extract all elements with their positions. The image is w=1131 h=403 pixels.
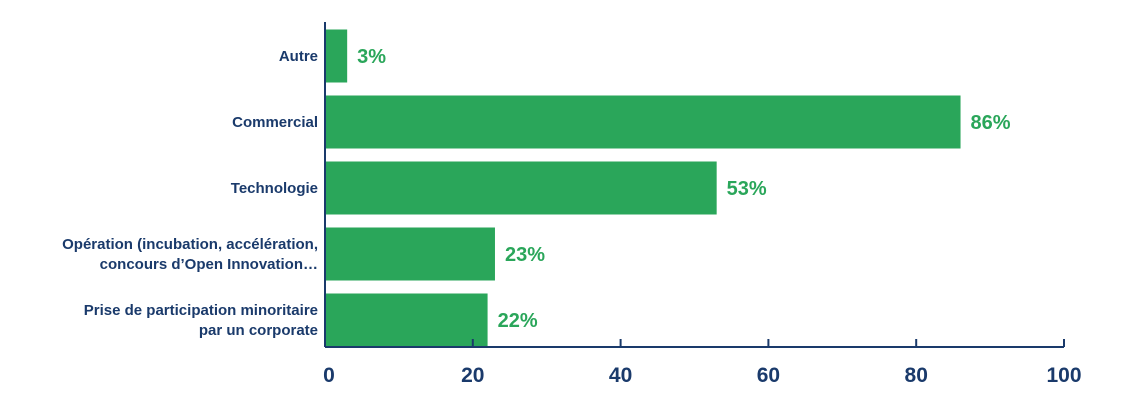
category-label-line: Commercial xyxy=(232,114,318,131)
value-label: 23% xyxy=(505,244,545,266)
axis-layer xyxy=(324,22,1065,348)
x-tick-label: 60 xyxy=(757,364,780,387)
value-label: 22% xyxy=(498,310,538,332)
category-label-line: par un corporate xyxy=(199,322,318,339)
value-label: 53% xyxy=(727,178,767,200)
category-label: Autre xyxy=(279,48,318,65)
category-label-line: Opération (incubation, accélération, xyxy=(62,236,318,253)
x-tick-label: 100 xyxy=(1046,364,1081,387)
bar xyxy=(325,227,495,281)
labels-layer: 3% Autre 86% Commercial 53% Technologie 23% Opé… xyxy=(62,46,1081,387)
category-label: Opération (incubation, accélération, conc… xyxy=(62,236,318,273)
category-label-line: Prise de participation minoritaire xyxy=(84,302,318,319)
bar xyxy=(325,95,961,149)
category-label-line: Technologie xyxy=(231,180,318,197)
value-label: 3% xyxy=(357,46,386,68)
x-tick-label: 40 xyxy=(609,364,632,387)
category-label-line: Autre xyxy=(279,48,318,65)
bar xyxy=(325,161,717,215)
x-tick-label: 0 xyxy=(323,364,335,387)
x-tick-label: 20 xyxy=(461,364,484,387)
bars-layer xyxy=(325,29,961,347)
category-label: Commercial xyxy=(232,114,318,131)
x-tick-label: 80 xyxy=(905,364,928,387)
category-label: Prise de participation minoritaire par un… xyxy=(84,302,318,339)
category-label: Technologie xyxy=(231,180,318,197)
bar xyxy=(325,29,348,83)
bar xyxy=(325,293,488,347)
category-label-line: concours d’Open Innovation… xyxy=(100,256,318,273)
value-label: 86% xyxy=(971,112,1011,134)
